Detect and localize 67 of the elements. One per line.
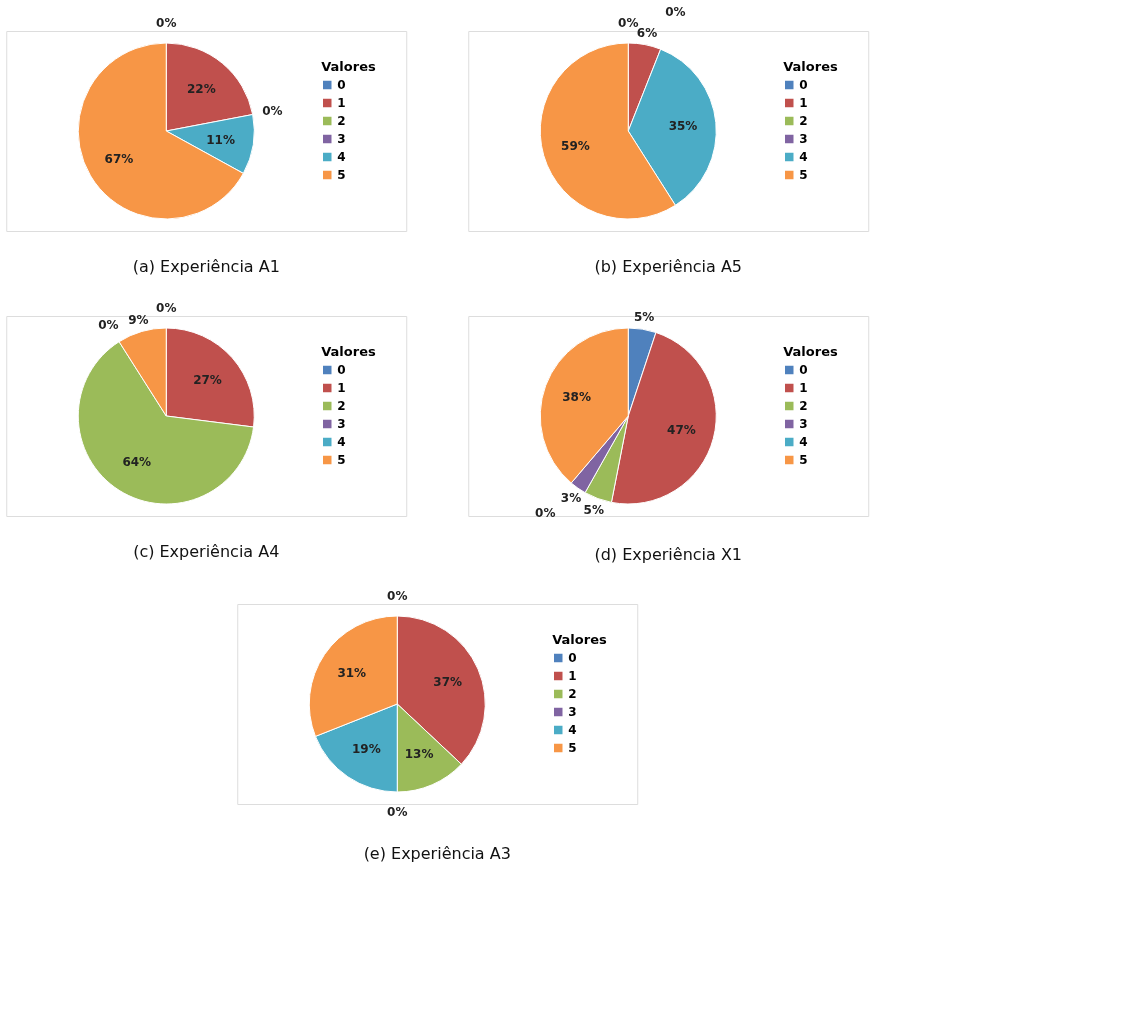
legend-label: 4 — [337, 150, 346, 164]
legend-label: 5 — [337, 168, 346, 182]
data-label: 5% — [583, 502, 604, 517]
data-label: 6% — [636, 25, 658, 40]
text: 0% — [618, 16, 639, 30]
legend-label: 1 — [337, 381, 346, 395]
legend-label: 0 — [799, 363, 808, 377]
legend-label: 1 — [799, 381, 808, 395]
legend-label: 2 — [337, 114, 346, 128]
text: (c) Experiência A4 — [133, 542, 280, 561]
text: (e) Experiência A3 — [363, 844, 511, 863]
legend-label: 3 — [568, 705, 577, 719]
text: 0% — [387, 589, 408, 603]
legend-label: 4 — [799, 150, 808, 164]
data-label: 13% — [404, 747, 434, 762]
legend-title: Valores — [321, 59, 376, 74]
text: 0% — [156, 16, 177, 30]
legend-title: Valores — [783, 59, 838, 74]
text: (b) Experiência A5 — [594, 257, 743, 276]
text: (a) Experiência A1 — [132, 257, 280, 276]
data-label: 22% — [186, 81, 216, 96]
legend-label: 5 — [799, 168, 808, 182]
legend-label: 4 — [568, 723, 577, 737]
legend-label: 2 — [799, 114, 808, 128]
legend-label: 4 — [337, 435, 346, 449]
legend-label: 0 — [799, 78, 808, 92]
legend-label: 1 — [337, 96, 346, 110]
legend-label: 2 — [799, 399, 808, 413]
legend-label: 0 — [568, 651, 577, 665]
legend-label: 3 — [337, 417, 346, 431]
data-label: 37% — [433, 675, 463, 690]
text: 0% — [262, 103, 283, 118]
data-label: 59% — [561, 139, 590, 154]
text: 0% — [387, 805, 408, 819]
data-label: 47% — [667, 422, 696, 437]
data-label: 5% — [634, 310, 655, 325]
legend-label: 2 — [337, 399, 346, 413]
legend-label: 5 — [799, 453, 808, 467]
text: (d) Experiência X1 — [594, 545, 743, 565]
legend-label: 5 — [337, 453, 346, 467]
legend-label: 1 — [568, 669, 577, 683]
legend-label: 4 — [799, 435, 808, 449]
legend-label: 0 — [337, 78, 346, 92]
data-label: 19% — [351, 742, 381, 757]
legend-label: 3 — [799, 132, 808, 146]
legend-title: Valores — [321, 344, 376, 359]
legend-label: 3 — [799, 417, 808, 431]
text: 0% — [98, 317, 119, 332]
legend-label: 0 — [337, 363, 346, 377]
legend-label: 1 — [799, 96, 808, 110]
legend-title: Valores — [552, 632, 607, 647]
data-label: 31% — [337, 666, 367, 681]
data-label: 67% — [104, 152, 134, 166]
text: 0% — [665, 4, 686, 19]
legend-label: 2 — [568, 687, 577, 701]
data-label: 38% — [562, 390, 591, 404]
data-label: 3% — [560, 491, 582, 506]
legend-label: 3 — [337, 132, 346, 146]
data-label: 11% — [206, 132, 235, 147]
legend-title: Valores — [783, 344, 838, 359]
text: 0% — [535, 506, 556, 521]
text: 0% — [156, 301, 177, 315]
data-label: 9% — [128, 312, 149, 327]
legend-label: 5 — [568, 741, 577, 755]
data-label: 27% — [193, 372, 222, 387]
data-label: 35% — [668, 118, 698, 133]
data-label: 64% — [122, 455, 152, 470]
